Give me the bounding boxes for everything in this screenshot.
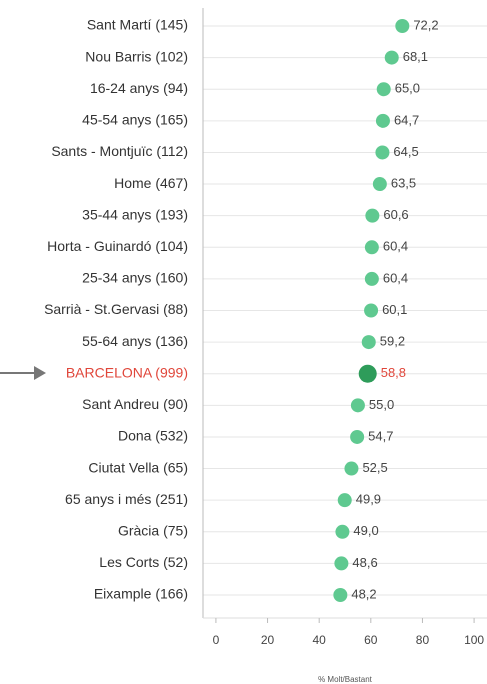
value-label: 60,6 (383, 207, 408, 222)
category-label: Home (467) (114, 175, 188, 191)
x-axis-label: % Molt/Bastant (318, 675, 373, 684)
dot (333, 588, 348, 602)
dot (350, 398, 365, 413)
dot (337, 493, 352, 508)
value-label: 52,5 (362, 460, 387, 475)
dot (344, 461, 359, 476)
dot (376, 82, 391, 97)
dot (364, 271, 379, 286)
category-label: Eixample (166) (94, 586, 188, 602)
category-label: Sants - Montjuïc (112) (51, 143, 188, 159)
value-label: 72,2 (413, 17, 438, 32)
category-label: 55-64 anys (136) (82, 333, 188, 349)
dot (384, 50, 399, 65)
dot (395, 19, 410, 33)
category-label: Horta - Guinardó (104) (47, 238, 188, 254)
value-label: 64,5 (393, 144, 418, 159)
category-label: Dona (532) (118, 428, 188, 444)
category-label: Sant Martí (145) (87, 17, 188, 33)
value-label: 65,0 (395, 81, 420, 96)
category-label: Gràcia (75) (118, 522, 188, 538)
value-label: 68,1 (403, 49, 428, 64)
x-tick-label: 20 (261, 633, 275, 647)
category-label: Ciutat Vella (65) (88, 459, 188, 475)
category-label: 45-54 anys (165) (82, 112, 188, 128)
category-label: Nou Barris (102) (85, 48, 188, 64)
category-label: 35-44 anys (193) (82, 206, 188, 222)
value-label: 60,4 (383, 239, 408, 254)
dot (365, 208, 380, 223)
category-label: 16-24 anys (94) (90, 80, 188, 96)
category-label: BARCELONA (999) (66, 364, 188, 380)
x-tick-label: 40 (313, 633, 327, 647)
value-label: 63,5 (391, 175, 416, 190)
dot (375, 113, 390, 128)
value-label: 64,7 (394, 112, 419, 127)
x-tick-label: 100 (464, 633, 484, 647)
dot (372, 177, 387, 192)
dot (364, 303, 379, 318)
value-label: 58,8 (381, 365, 406, 380)
dot (335, 524, 350, 539)
dot (350, 429, 365, 444)
dot (361, 335, 376, 350)
category-label: 25-34 anys (160) (82, 270, 188, 286)
x-tick-label: 60 (364, 633, 378, 647)
value-label: 49,0 (353, 523, 378, 538)
category-label: Les Corts (52) (99, 554, 188, 570)
value-label: 48,6 (352, 555, 377, 570)
highlight-arrow (0, 366, 46, 380)
x-tick-label: 0 (213, 633, 220, 647)
dot (375, 145, 390, 160)
dot (334, 556, 349, 571)
value-label: 49,9 (356, 492, 381, 507)
value-label: 59,2 (380, 334, 405, 349)
category-label: 65 anys i més (251) (65, 491, 188, 507)
dot (364, 240, 379, 255)
dot (358, 364, 377, 383)
value-label: 48,2 (351, 586, 376, 601)
value-label: 54,7 (368, 428, 393, 443)
value-label: 55,0 (369, 397, 394, 412)
category-label: Sant Andreu (90) (82, 396, 188, 412)
value-label: 60,4 (383, 270, 408, 285)
value-label: 60,1 (382, 302, 407, 317)
category-label: Sarrià - St.Gervasi (88) (44, 301, 188, 317)
x-tick-label: 80 (416, 633, 430, 647)
